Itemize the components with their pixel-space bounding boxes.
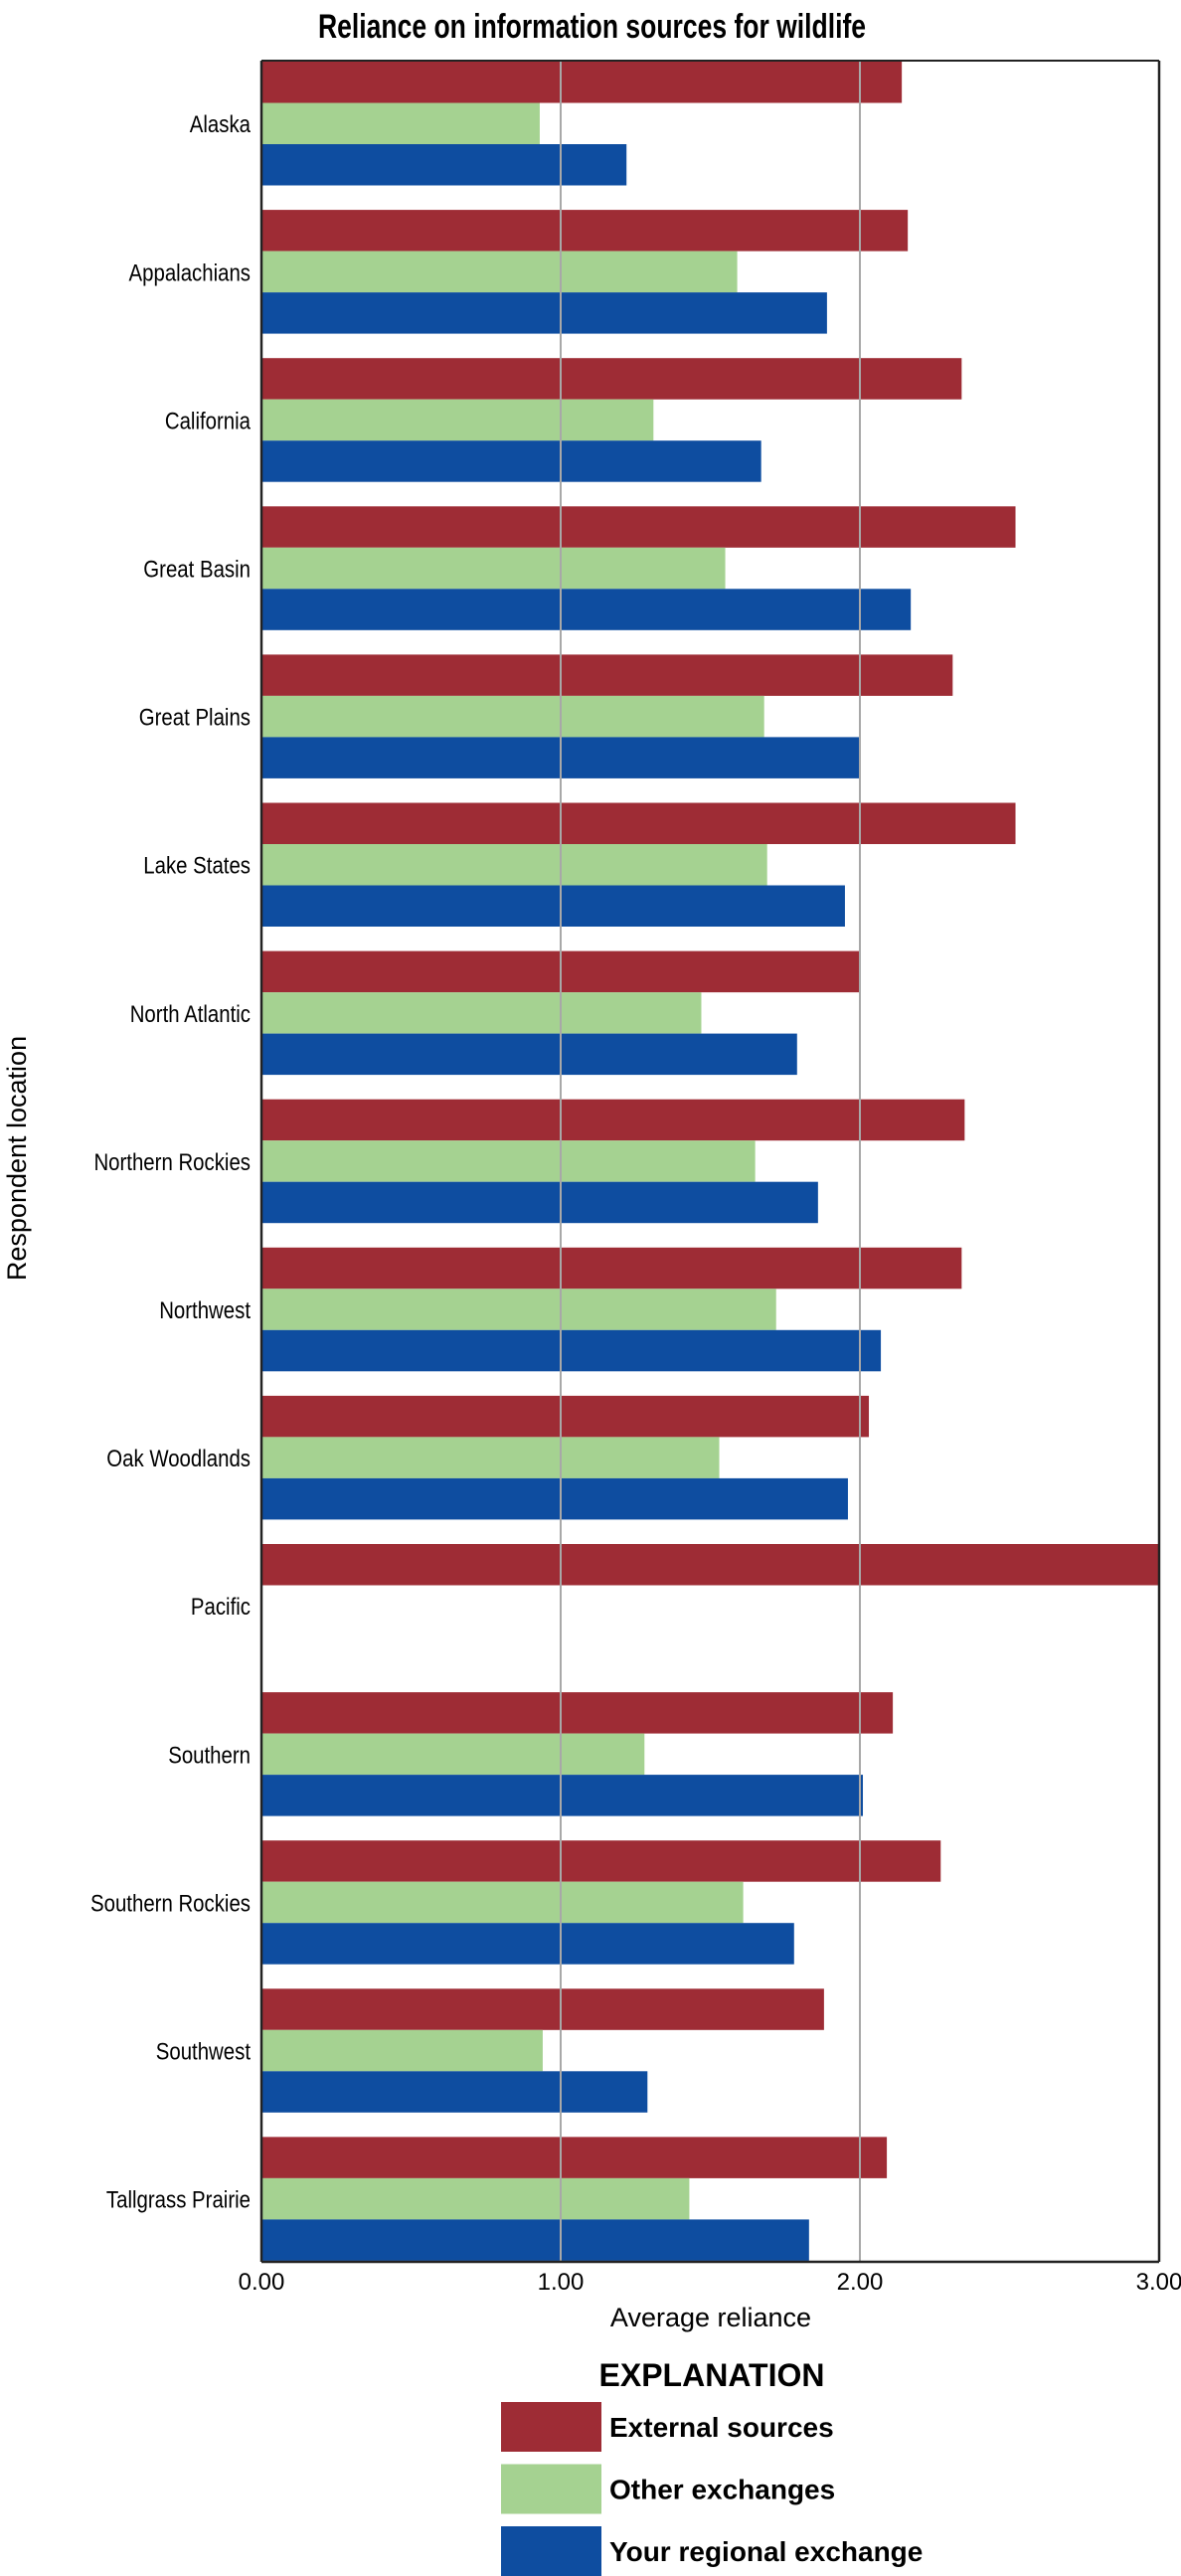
- bar-oak-woodlands-other-exchanges: [261, 1437, 720, 1478]
- bars: [261, 62, 1159, 2261]
- legend-title: EXPLANATION: [599, 2357, 825, 2393]
- bar-alaska-other-exchanges: [261, 102, 540, 144]
- category-labels: Alaska Appalachians California Great Basin G…: [90, 111, 252, 2213]
- legend-swatch-your-regional-exchange: [501, 2526, 601, 2576]
- legend-label: External sources: [609, 2412, 834, 2443]
- bar-appalachians-external-sources: [261, 210, 909, 252]
- bar-oak-woodlands-your-regional-exchange: [261, 1477, 848, 1520]
- bar-northern-rockies-your-regional-exchange: [261, 1181, 818, 1224]
- category-label: North Atlantic: [130, 1000, 251, 1027]
- bar-tallgrass-prairie-your-regional-exchange: [261, 2219, 809, 2261]
- bar-lake-states-other-exchanges: [261, 844, 767, 886]
- category-label: Alaska: [190, 111, 252, 138]
- x-tick-label: 1.00: [538, 2269, 585, 2296]
- bar-appalachians-your-regional-exchange: [261, 292, 827, 334]
- category-label: Northwest: [159, 1296, 252, 1323]
- legend-label: Your regional exchange: [609, 2536, 923, 2567]
- bar-northern-rockies-external-sources: [261, 1099, 965, 1141]
- bar-california-other-exchanges: [261, 399, 654, 441]
- bar-northern-rockies-other-exchanges: [261, 1140, 756, 1182]
- gridlines: [560, 61, 861, 2262]
- x-tick-label: 2.00: [837, 2269, 884, 2296]
- bar-southern-other-exchanges: [261, 1733, 645, 1776]
- bar-southwest-external-sources: [261, 1988, 824, 2030]
- bar-california-external-sources: [261, 358, 962, 400]
- category-label: Southwest: [156, 2038, 252, 2065]
- category-label: Lake States: [143, 852, 251, 879]
- bar-great-basin-other-exchanges: [261, 547, 726, 590]
- legend-swatch-external-sources: [501, 2402, 601, 2452]
- y-axis-label: Respondent location: [2, 1036, 32, 1281]
- bar-northwest-other-exchanges: [261, 1288, 776, 1330]
- bar-north-atlantic-your-regional-exchange: [261, 1033, 797, 1076]
- x-axis-label: Average reliance: [610, 2303, 811, 2332]
- bar-southern-your-regional-exchange: [261, 1775, 864, 1816]
- category-label: California: [165, 408, 252, 434]
- bar-southern-external-sources: [261, 1692, 894, 1734]
- category-label: Southern Rockies: [90, 1890, 251, 1917]
- chart-title: Reliance on information sources for wild…: [318, 8, 866, 46]
- bar-southwest-your-regional-exchange: [261, 2071, 648, 2113]
- bar-great-basin-external-sources: [261, 506, 1016, 548]
- bar-alaska-your-regional-exchange: [261, 144, 627, 186]
- bar-northwest-your-regional-exchange: [261, 1329, 882, 1372]
- bar-lake-states-your-regional-exchange: [261, 885, 845, 927]
- bar-southern-rockies-your-regional-exchange: [261, 1923, 794, 1965]
- legend-label: Other exchanges: [609, 2475, 835, 2505]
- category-label: Great Basin: [143, 556, 251, 583]
- bar-tallgrass-prairie-external-sources: [261, 2137, 888, 2178]
- bar-california-your-regional-exchange: [261, 440, 761, 482]
- bar-northwest-external-sources: [261, 1247, 962, 1289]
- bar-oak-woodlands-external-sources: [261, 1395, 870, 1438]
- x-tick-labels: 0.00 1.00 2.00 3.00: [239, 2269, 1181, 2296]
- bar-southern-rockies-other-exchanges: [261, 1881, 744, 1924]
- bar-pacific-external-sources: [261, 1544, 1159, 1586]
- plot-frame: [259, 60, 1161, 2264]
- bar-appalachians-other-exchanges: [261, 251, 738, 293]
- x-tick-label: 3.00: [1136, 2269, 1181, 2296]
- legend-swatch-other-exchanges: [501, 2464, 601, 2514]
- legend: External sources Other exchanges Your regi…: [501, 2402, 923, 2576]
- category-label: Pacific: [191, 1594, 251, 1621]
- bar-tallgrass-prairie-other-exchanges: [261, 2177, 690, 2220]
- category-label: Oak Woodlands: [106, 1446, 251, 1472]
- category-label: Northern Rockies: [93, 1148, 251, 1175]
- bar-lake-states-external-sources: [261, 802, 1016, 844]
- bar-great-basin-your-regional-exchange: [261, 589, 912, 630]
- category-label: Tallgrass Prairie: [106, 2186, 251, 2213]
- category-label: Great Plains: [139, 704, 251, 731]
- bar-southern-rockies-external-sources: [261, 1840, 941, 1882]
- bar-great-plains-external-sources: [261, 654, 953, 696]
- bar-great-plains-other-exchanges: [261, 695, 764, 738]
- category-label: Southern: [168, 1742, 251, 1769]
- category-label: Appalachians: [129, 259, 251, 286]
- x-tick-label: 0.00: [239, 2269, 285, 2296]
- bar-north-atlantic-other-exchanges: [261, 992, 702, 1034]
- bar-southwest-other-exchanges: [261, 2029, 543, 2072]
- bar-alaska-external-sources: [261, 62, 903, 103]
